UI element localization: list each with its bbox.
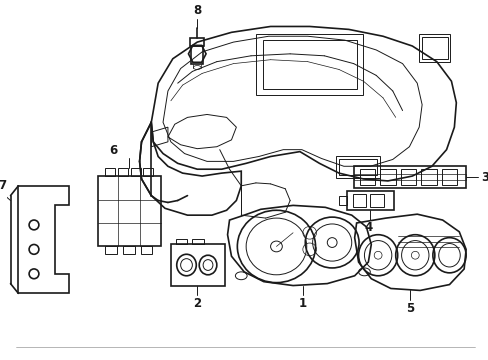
Text: 7: 7: [0, 179, 7, 192]
Bar: [420, 169, 436, 185]
Bar: [140, 247, 152, 254]
Text: 3: 3: [481, 171, 488, 184]
Text: 8: 8: [193, 4, 201, 17]
Bar: [192, 239, 203, 244]
Bar: [175, 239, 187, 244]
Bar: [418, 34, 449, 62]
Bar: [190, 38, 203, 46]
Bar: [143, 168, 153, 176]
Text: 1: 1: [298, 297, 306, 310]
Bar: [379, 169, 395, 185]
Bar: [105, 168, 115, 176]
Bar: [130, 168, 140, 176]
Bar: [421, 37, 447, 59]
Bar: [262, 40, 356, 89]
Bar: [338, 195, 346, 206]
Bar: [118, 168, 127, 176]
Bar: [105, 247, 117, 254]
Bar: [400, 169, 415, 185]
Bar: [255, 34, 363, 95]
Bar: [441, 169, 456, 185]
Text: 5: 5: [406, 302, 414, 315]
Bar: [97, 176, 161, 247]
Bar: [353, 166, 465, 188]
Bar: [338, 159, 376, 175]
Bar: [352, 194, 366, 207]
Bar: [359, 169, 374, 185]
Bar: [122, 247, 134, 254]
Bar: [346, 191, 393, 210]
Text: 2: 2: [193, 297, 201, 310]
Text: 4: 4: [364, 221, 372, 234]
Text: 6: 6: [109, 144, 117, 157]
Bar: [191, 46, 203, 64]
Bar: [369, 194, 383, 207]
Bar: [353, 174, 465, 180]
Bar: [170, 244, 224, 285]
Bar: [335, 157, 379, 178]
